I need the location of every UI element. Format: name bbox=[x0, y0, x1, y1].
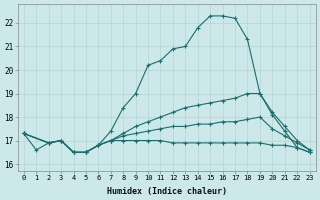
X-axis label: Humidex (Indice chaleur): Humidex (Indice chaleur) bbox=[107, 187, 227, 196]
